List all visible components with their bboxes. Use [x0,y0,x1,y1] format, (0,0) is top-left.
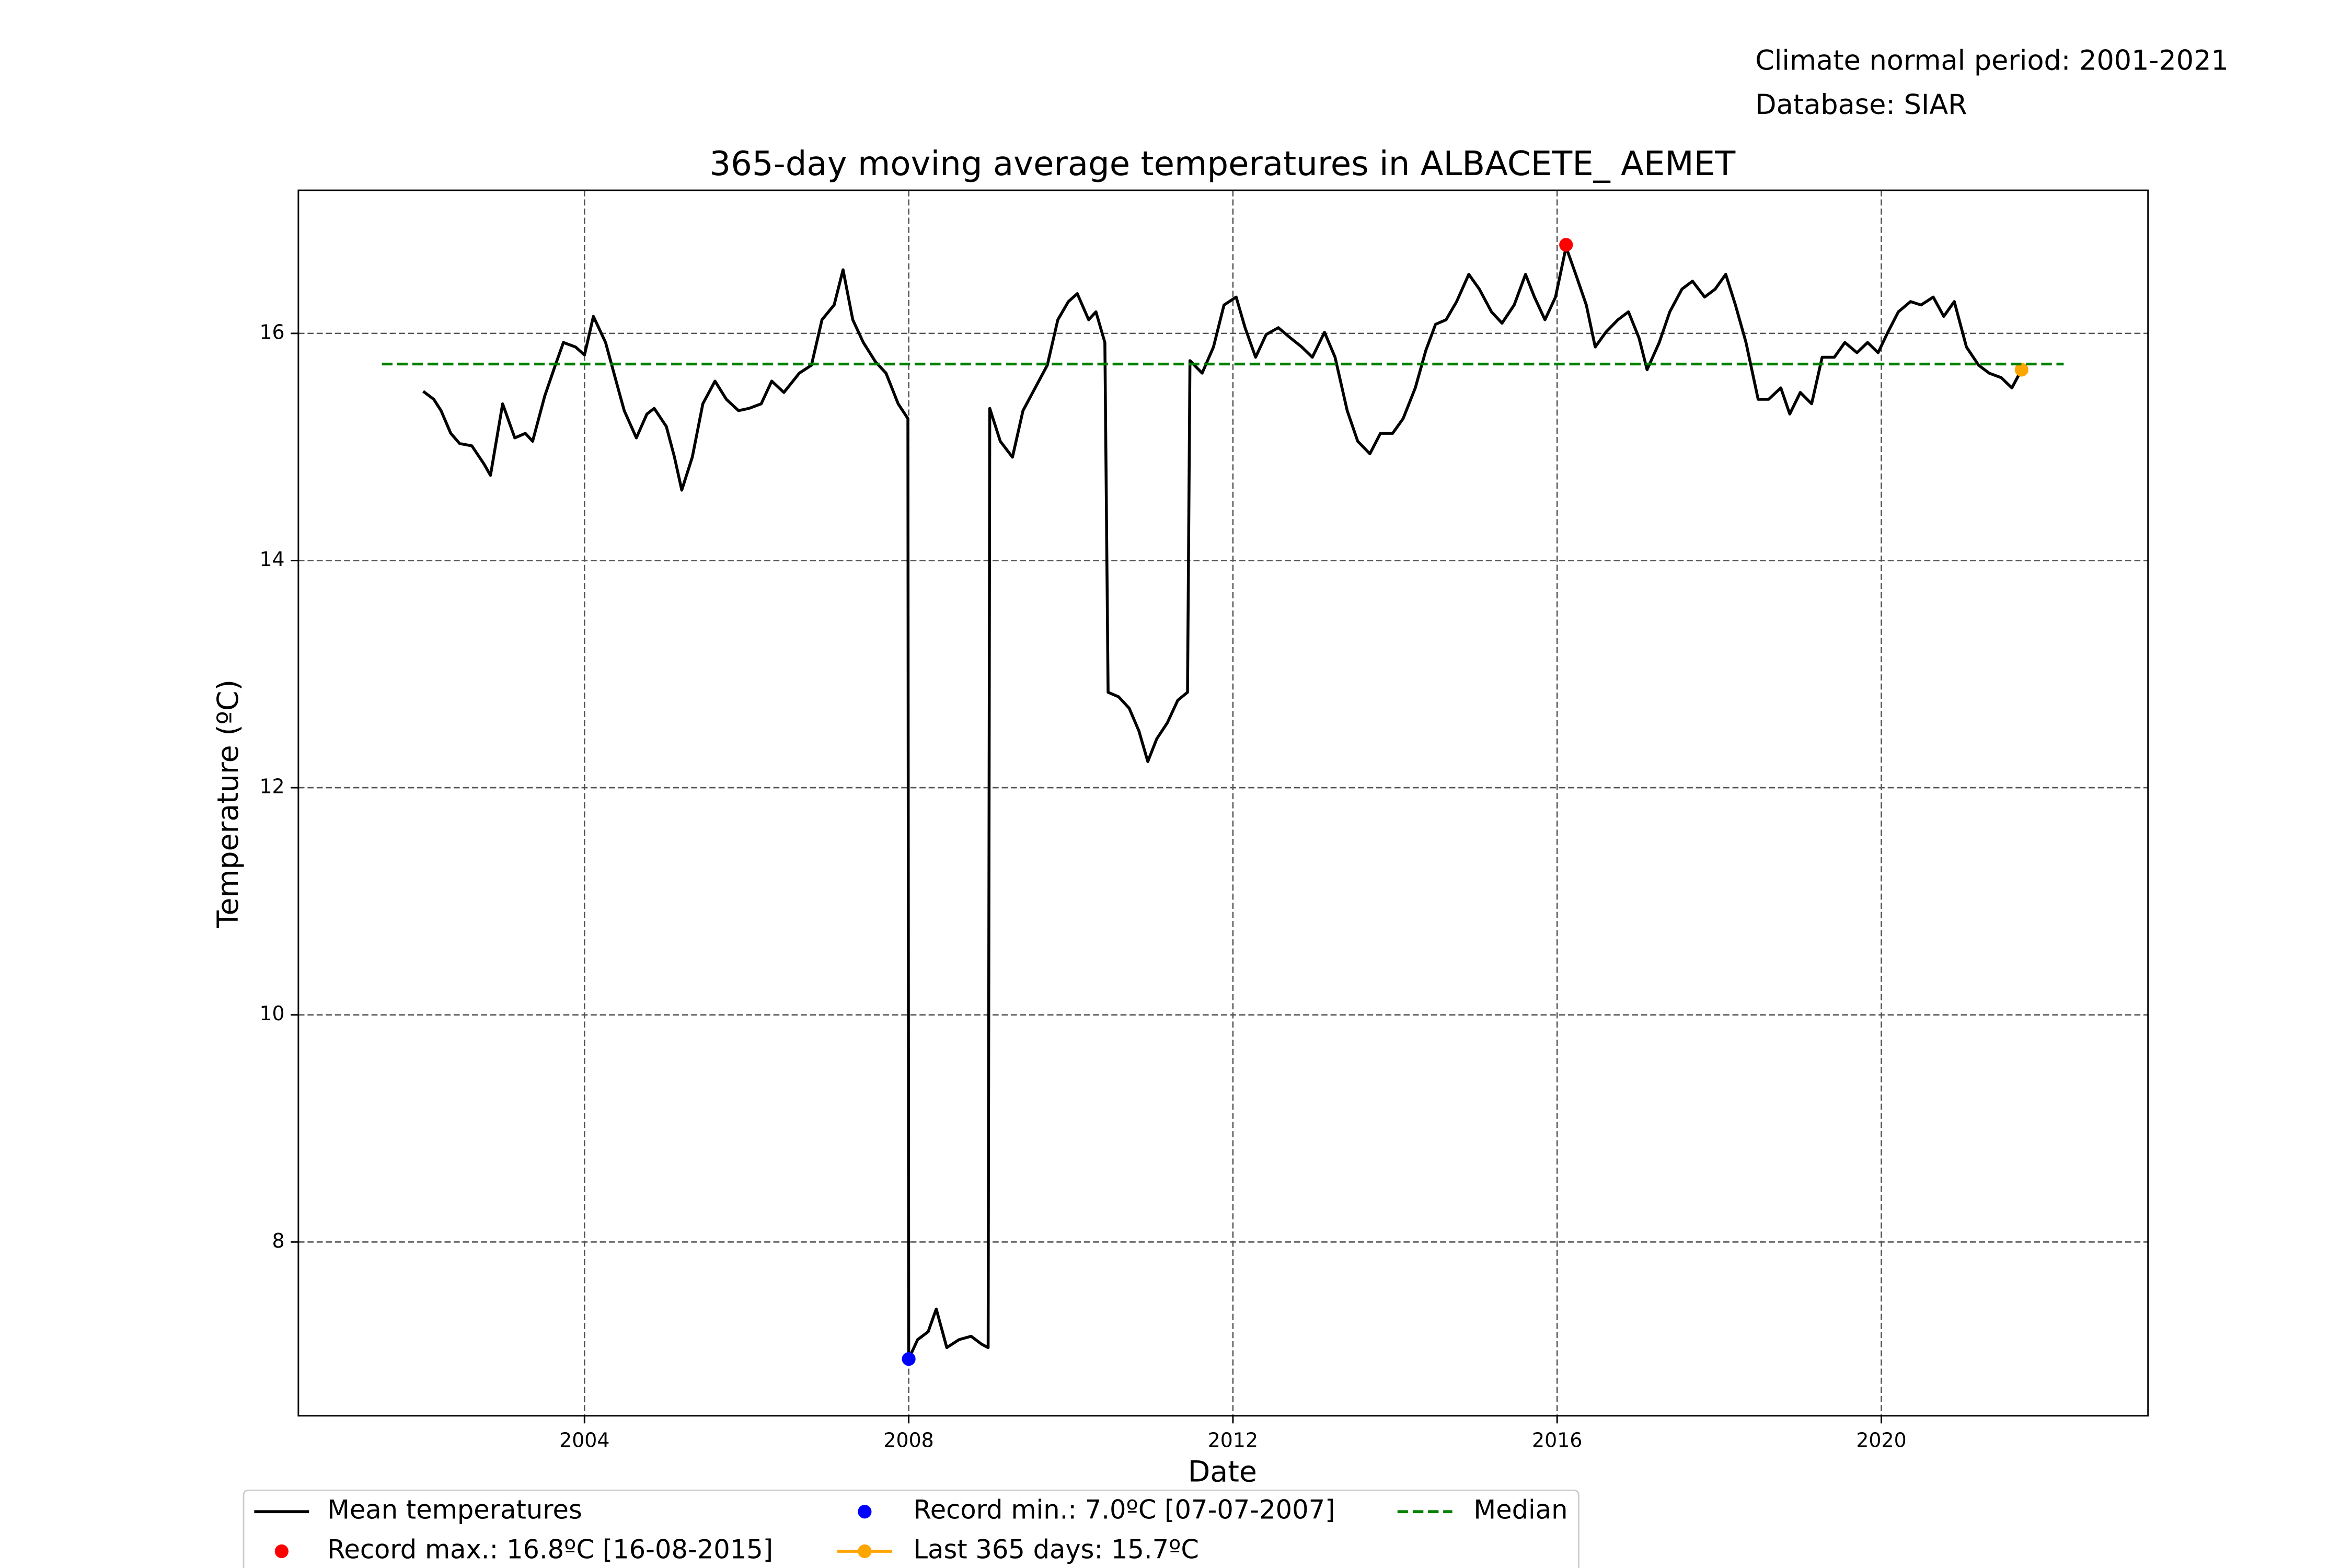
y-tick-label: 10 [259,1002,284,1025]
legend-label: Mean temperatures [327,1495,582,1525]
data-point [902,1352,916,1366]
x-tick-label: 2016 [1532,1429,1582,1452]
chart-title: 365-day moving average temperatures in A… [709,145,1736,183]
x-tick-label: 2008 [883,1429,933,1452]
y-tick-label: 14 [259,548,284,571]
legend-label: Median [1473,1495,1567,1525]
legend-label: Record min.: 7.0ºC [07-07-2007] [914,1495,1335,1525]
legend-label: Record max.: 16.8ºC [16-08-2015] [327,1534,773,1564]
legend-marker [858,1544,872,1559]
legend [243,1490,1579,1568]
y-tick-label: 8 [272,1229,285,1252]
y-tick-label: 16 [259,320,284,343]
y-axis-label: Temperature (ºC) [212,679,245,929]
x-tick-label: 2012 [1208,1429,1258,1452]
x-tick-label: 2020 [1856,1429,1906,1452]
data-point [2014,363,2028,377]
legend-marker [274,1544,289,1559]
annotation: Database: SIAR [1755,89,1967,121]
x-axis-label: Date [1188,1456,1257,1489]
data-point [1559,238,1573,252]
legend-marker [858,1505,872,1519]
data-line [422,245,2023,1361]
plot-frame [297,189,2149,1417]
legend-label: Last 365 days: 15.7ºC [914,1534,1199,1564]
annotation: Climate normal period: 2001-2021 [1755,44,2229,76]
x-tick-label: 2004 [559,1429,609,1452]
y-tick-label: 12 [259,775,284,798]
